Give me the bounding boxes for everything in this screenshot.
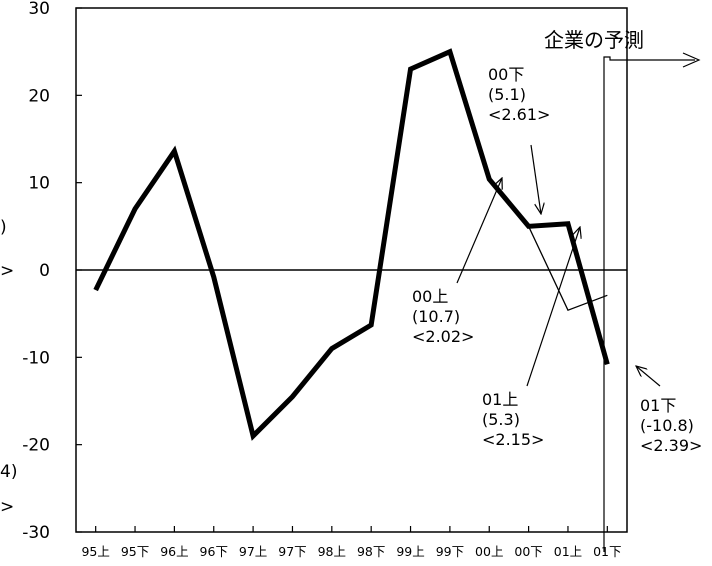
x-tick-label: 96下 (200, 544, 228, 559)
annotation-label: (5.1) (488, 85, 526, 104)
forecast-arrowhead-icon (682, 52, 701, 68)
forecast-indicator: 企業の予測 (544, 28, 701, 552)
annotation: 00下(5.1)<2.61> (488, 65, 550, 214)
left-fragment-label: 4) (0, 462, 17, 482)
left-fragment-label: > (0, 261, 14, 281)
series-group (93, 48, 610, 441)
x-tick-label: 00上 (475, 544, 503, 559)
annotation: 01下(-10.8)<2.39> (636, 366, 702, 455)
x-tick-label: 98下 (357, 544, 385, 559)
series-forecast-line (488, 178, 608, 311)
y-tick-label: 10 (28, 174, 50, 194)
annotation: 01上(5.3)<2.15> (482, 227, 580, 449)
y-axis: -30 -20 -10 0 10 20 30 (22, 0, 82, 543)
x-tick-label: 97上 (239, 544, 267, 559)
x-tick-label: 01上 (554, 544, 582, 559)
x-tick-label: 97下 (278, 544, 306, 559)
x-tick-label: 96上 (160, 544, 188, 559)
x-tick-label: 01下 (593, 544, 621, 559)
y-tick-label: 20 (28, 86, 50, 106)
annotation-label: 01下 (640, 396, 676, 415)
annotation-arrow (530, 144, 541, 214)
annotation-arrow (636, 366, 661, 387)
annotation-arrow (526, 227, 580, 387)
annotation-label: <2.61> (488, 105, 550, 124)
y-tick-label: 0 (39, 261, 50, 281)
annotation-label: <2.39> (640, 436, 702, 455)
left-cut-labels: ) >4) > (0, 217, 17, 516)
forecast-label: 企業の予測 (544, 28, 644, 52)
annotation-label: (10.7) (412, 307, 460, 326)
x-tick-label: 99下 (436, 544, 464, 559)
x-tick-label: 98上 (318, 544, 346, 559)
annotation-arrow (456, 178, 502, 284)
left-fragment-label: > (0, 497, 14, 517)
annotation: 00上(10.7)<2.02> (412, 178, 502, 346)
y-tick-label: -30 (22, 523, 50, 543)
left-fragment-label: ) (0, 217, 7, 237)
y-tick-label: 30 (28, 0, 50, 19)
y-tick-label: -20 (22, 436, 50, 456)
x-tick-label: 95上 (81, 544, 109, 559)
x-tick-label: 95下 (121, 544, 149, 559)
annotations: 00下(5.1)<2.61>00上(10.7)<2.02>01上(5.3)<2.… (412, 65, 702, 455)
annotation-label: 01上 (482, 390, 518, 409)
annotation-label: (5.3) (482, 410, 520, 429)
annotation-label: 00下 (488, 65, 524, 84)
x-tick-label: 00下 (514, 544, 542, 559)
annotation-label: (-10.8) (640, 416, 694, 435)
forecast-bracket-line (603, 56, 695, 552)
annotation-label: <2.02> (412, 327, 474, 346)
annotation-label: <2.15> (482, 430, 544, 449)
x-tick-label: 99上 (396, 544, 424, 559)
annotation-label: 00上 (412, 287, 448, 306)
x-axis: 95上 95下 96上 96下 97上 97下 98上 98下 99上 99下 00上 00下 01上 0… (81, 526, 622, 559)
y-tick-label: -10 (22, 348, 50, 368)
